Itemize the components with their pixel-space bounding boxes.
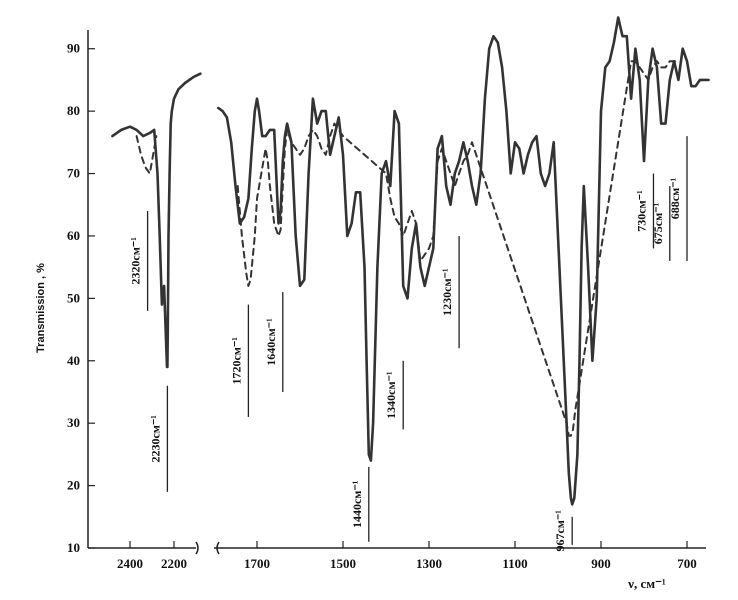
annotation-label: 688см⁻¹: [668, 177, 682, 219]
y-tick-label: 20: [67, 478, 80, 493]
annotation-label: 967см⁻¹: [553, 510, 567, 552]
axis-break-mark-left: [195, 541, 199, 555]
annotation-label: 1640см⁻¹: [264, 318, 278, 366]
x-ticks: 2400 2200 1700 1500 1300 1100 900 700: [117, 541, 697, 571]
annotation-layer: 2320см⁻¹ 2230см⁻¹ 1720см⁻¹ 1640см⁻¹ 1440см⁻¹…: [129, 136, 688, 552]
dashed-spectrum-line: [236, 60, 680, 437]
x-tick-label: 900: [591, 556, 611, 571]
solid-spectrum-line: [111, 72, 202, 369]
annotation-label: 1230см⁻¹: [440, 268, 454, 316]
annotation-label: 1720см⁻¹: [229, 337, 243, 385]
annotation-label: 1340см⁻¹: [384, 371, 398, 419]
annotation-label: 1440см⁻¹: [350, 480, 364, 528]
solid-spectrum-line: [217, 16, 710, 506]
dashed-spectrum-line: [135, 135, 158, 175]
x-tick-label: 1300: [416, 556, 442, 571]
y-tick-label: 50: [67, 290, 80, 305]
y-tick-label: 40: [67, 353, 80, 368]
x-tick-label: 700: [677, 556, 697, 571]
y-tick-label: 70: [67, 166, 80, 181]
series-layer: [111, 16, 710, 506]
x-tick-label: 1100: [502, 556, 527, 571]
annotation-label: 2230см⁻¹: [148, 415, 162, 463]
y-tick-label: 90: [67, 41, 80, 56]
y-ticks: 10 20 30 40 50 60 70 80 90: [67, 41, 95, 555]
axes: [87, 30, 706, 555]
x-tick-label: 2200: [161, 556, 187, 571]
y-tick-label: 60: [67, 228, 80, 243]
y-tick-label: 80: [67, 103, 80, 118]
x-tick-label: 1700: [244, 556, 270, 571]
x-tick-label: 1500: [330, 556, 356, 571]
x-axis-label: ν, см⁻¹: [627, 576, 666, 591]
annotation-label: 675см⁻¹: [651, 202, 665, 244]
y-tick-label: 30: [67, 415, 80, 430]
annotation-label: 730см⁻¹: [634, 190, 648, 232]
y-axis-label: Transmission , %: [35, 263, 47, 353]
y-tick-label: 10: [67, 540, 80, 555]
x-tick-label: 2400: [117, 556, 143, 571]
annotation-label: 2320см⁻¹: [129, 237, 143, 285]
axis-break-mark-right: [216, 541, 220, 555]
